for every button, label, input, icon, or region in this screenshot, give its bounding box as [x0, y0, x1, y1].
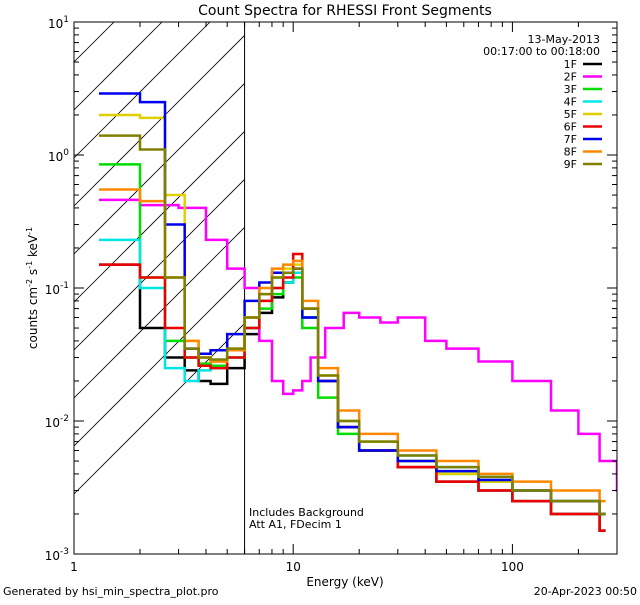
legend-label: 3F: [564, 83, 577, 96]
legend-label: 6F: [564, 121, 577, 134]
hatch-line: [74, 274, 245, 447]
series-group: [99, 92, 617, 532]
hatch-line: [74, 22, 163, 111]
footer-generated-by: Generated by hsi_min_spectra_plot.pro: [3, 585, 219, 598]
y-tick-label: 10-1: [45, 281, 69, 297]
shaded-background-region: [74, 22, 245, 495]
hatch-line: [74, 34, 245, 207]
x-tick-label: 1: [70, 560, 78, 574]
x-tick-label: 100: [501, 560, 524, 574]
hatch-line: [74, 22, 211, 159]
legend-label: 7F: [564, 133, 577, 146]
series-6F: [99, 252, 606, 532]
date-label: 13-May-2013: [528, 33, 600, 46]
hatch-line: [74, 82, 245, 255]
annotation-attenuator: Att A1, FDecim 1: [249, 518, 342, 531]
series-9F: [99, 134, 606, 516]
x-tick-label: 10: [286, 560, 301, 574]
y-axis-label: counts cm-2 s-1 keV-1: [25, 227, 40, 349]
legend-label: 8F: [564, 146, 577, 159]
hatch-line: [74, 130, 245, 303]
series-2F: [99, 198, 617, 492]
legend-label: 5F: [564, 108, 577, 121]
footer-timestamp: 20-Apr-2023 00:50: [534, 585, 637, 598]
series-4F: [99, 238, 606, 516]
x-axis-label: Energy (keV): [306, 575, 383, 589]
y-tick-label: 10-3: [45, 547, 69, 563]
series-5F: [99, 113, 606, 516]
legend-label: 2F: [564, 71, 577, 84]
y-tick-label: 101: [48, 15, 69, 31]
legend-label: 1F: [564, 58, 577, 71]
series-7F: [99, 92, 606, 516]
y-tick-label: 10-2: [45, 414, 69, 430]
legend-label: 9F: [564, 158, 577, 171]
annotation-background: Includes Background: [249, 506, 364, 519]
y-tick-label: 100: [48, 148, 69, 164]
hatch-line: [74, 178, 245, 351]
time-range-label: 00:17:00 to 00:18:00: [483, 45, 600, 58]
chart-title: Count Spectra for RHESSI Front Segments: [198, 3, 492, 19]
hatch-line: [74, 226, 245, 399]
y-axis: 101 100 10-1 10-2 10-3: [45, 15, 617, 563]
legend-label: 4F: [564, 96, 577, 109]
series-3F: [99, 163, 606, 516]
x-axis: 1 10 100: [70, 22, 618, 574]
